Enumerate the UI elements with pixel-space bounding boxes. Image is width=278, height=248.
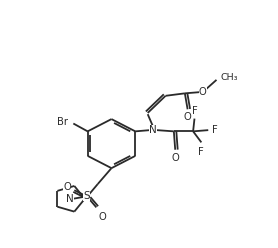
Text: F: F [198, 147, 204, 157]
Text: O: O [63, 182, 71, 192]
Text: N: N [149, 125, 157, 135]
Text: N: N [66, 194, 73, 204]
Text: Br: Br [57, 117, 68, 126]
Text: F: F [192, 106, 197, 116]
Text: O: O [199, 87, 207, 97]
Text: O: O [171, 153, 179, 163]
Text: N: N [66, 194, 73, 204]
Text: S: S [83, 191, 90, 201]
Text: F: F [212, 125, 217, 135]
Text: O: O [98, 212, 106, 222]
Text: CH₃: CH₃ [221, 73, 238, 82]
Text: O: O [184, 112, 192, 122]
